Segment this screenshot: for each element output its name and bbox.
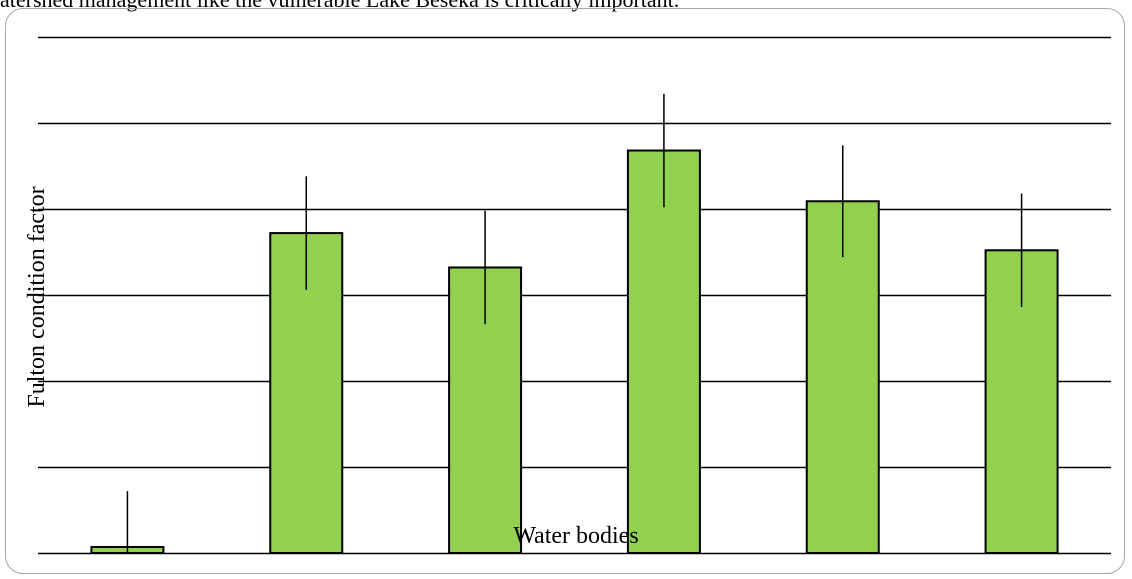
bar — [626, 149, 701, 555]
gridlines — [38, 36, 1111, 555]
error-bars — [126, 93, 1023, 553]
x-axis-label: Water bodies — [513, 523, 638, 549]
page-text-above-chart: atershed management like the vulnerable … — [0, 0, 1132, 13]
y-axis-label: Fulton condition factor — [24, 186, 50, 407]
bars — [90, 149, 1059, 555]
bar — [984, 249, 1059, 554]
bar — [805, 200, 880, 554]
bar — [448, 266, 523, 554]
chart-frame — [5, 8, 1125, 574]
